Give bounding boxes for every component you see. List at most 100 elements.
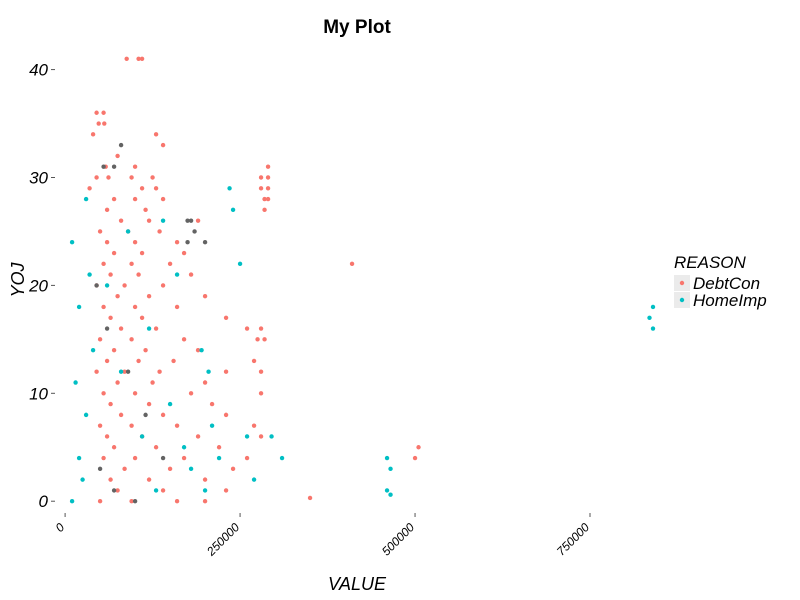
data-point <box>146 326 152 331</box>
data-point <box>115 380 120 385</box>
y-axis: 0 10 20 30 40 <box>28 61 55 511</box>
data-point <box>101 164 106 169</box>
y-tick-label: 40 <box>29 61 48 80</box>
legend-label: DebtCon <box>693 274 760 293</box>
data-point <box>202 488 208 493</box>
data-point <box>96 121 101 126</box>
data-point <box>124 56 129 61</box>
data-point <box>132 196 138 202</box>
series-homeimp <box>69 186 656 504</box>
data-point <box>258 369 264 374</box>
legend-key <box>679 280 685 286</box>
data-point <box>174 240 180 245</box>
data-point <box>83 196 89 202</box>
data-point <box>384 488 390 493</box>
data-point <box>108 272 113 277</box>
data-point <box>118 326 124 331</box>
data-point <box>106 175 111 180</box>
chart-title: My Plot <box>323 17 391 38</box>
data-point <box>146 218 152 223</box>
data-point <box>223 412 229 418</box>
data-point <box>111 347 117 353</box>
data-point <box>206 369 211 374</box>
data-point <box>83 412 89 418</box>
data-point <box>223 315 229 320</box>
data-point <box>90 132 96 137</box>
data-point <box>230 466 236 472</box>
data-point <box>251 358 257 364</box>
data-point <box>647 315 652 320</box>
data-point <box>132 164 138 169</box>
x-tick-label: 250000 <box>203 520 242 559</box>
data-point <box>139 434 145 439</box>
data-point <box>153 326 159 331</box>
data-point <box>153 132 159 137</box>
data-point <box>101 261 106 267</box>
data-point <box>132 455 138 461</box>
data-point <box>129 175 134 180</box>
data-point <box>94 283 99 288</box>
data-point <box>209 423 215 428</box>
data-point <box>111 250 117 256</box>
data-point <box>111 488 117 493</box>
data-point <box>97 423 103 428</box>
data-point <box>73 380 78 385</box>
data-point <box>262 196 267 202</box>
data-point <box>202 240 208 245</box>
data-point <box>181 250 187 256</box>
data-point <box>139 315 145 320</box>
data-point <box>160 218 166 223</box>
data-point <box>143 207 148 213</box>
data-point <box>265 186 271 191</box>
data-point <box>237 261 243 267</box>
legend-label: HomeImp <box>693 291 767 310</box>
data-point <box>258 434 264 439</box>
data-point <box>153 488 159 493</box>
data-point <box>174 272 180 277</box>
data-point <box>388 492 393 497</box>
data-point <box>143 347 148 353</box>
data-point <box>136 272 141 277</box>
data-point <box>181 455 187 461</box>
data-point <box>76 304 82 310</box>
data-point <box>262 337 267 342</box>
data-point <box>265 175 271 180</box>
data-point <box>118 142 124 148</box>
data-point <box>160 196 166 202</box>
data-point <box>90 347 96 353</box>
data-point <box>94 175 99 180</box>
data-point <box>157 369 162 374</box>
data-point <box>244 326 250 331</box>
data-point <box>174 499 180 504</box>
data-point <box>139 250 145 256</box>
data-point <box>188 272 194 277</box>
data-point <box>244 455 250 461</box>
data-point <box>153 186 159 191</box>
series-unlabeled <box>94 142 208 504</box>
data-point <box>223 488 229 493</box>
data-point <box>118 369 124 374</box>
data-point <box>122 369 127 374</box>
data-point <box>104 240 110 245</box>
data-point <box>150 175 155 180</box>
data-point <box>202 499 208 504</box>
data-point <box>416 445 421 450</box>
data-points <box>69 56 656 504</box>
data-point <box>192 229 197 234</box>
data-point <box>157 229 162 234</box>
data-point <box>87 272 92 277</box>
data-point <box>388 466 393 472</box>
data-point <box>244 434 250 439</box>
data-point <box>258 175 264 180</box>
data-point <box>153 445 159 450</box>
data-point <box>111 445 117 450</box>
data-point <box>125 369 131 374</box>
data-point <box>251 477 257 482</box>
data-point <box>132 391 138 396</box>
data-point <box>279 455 285 461</box>
data-point <box>132 304 138 310</box>
data-point <box>69 240 75 245</box>
x-tick-label: 750000 <box>554 520 592 558</box>
